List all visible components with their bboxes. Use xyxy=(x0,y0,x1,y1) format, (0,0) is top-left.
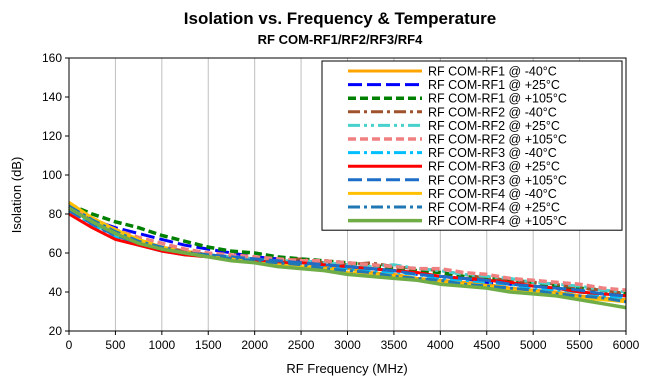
x-tick-label: 4500 xyxy=(473,338,500,352)
y-axis-label: Isolation (dB) xyxy=(9,157,24,234)
x-tick-label: 5500 xyxy=(566,338,593,352)
x-tick-label: 2500 xyxy=(288,338,315,352)
x-tick-label: 4000 xyxy=(427,338,454,352)
legend-label: RF COM-RF3 @ -40°C xyxy=(428,146,557,160)
series-layer xyxy=(68,201,627,310)
legend-label: RF COM-RF4 @ +25°C xyxy=(428,201,560,215)
legend-label: RF COM-RF2 @ +25°C xyxy=(428,119,560,133)
series-line-11 xyxy=(68,204,627,304)
series-line-6 xyxy=(68,204,627,292)
legend-label: RF COM-RF4 @ -40°C xyxy=(428,187,557,201)
x-axis-ticks: 0 500 1000 1500 2000 2500 3000 3500 4000 4500 5000… xyxy=(66,331,640,352)
legend-label: RF COM-RF1 @ -40°C xyxy=(428,65,557,79)
legend-label: RF COM-RF2 @ +105°C xyxy=(428,133,567,147)
legend: RF COM-RF1 @ -40°CRF COM-RF1 @ +25°CRF C… xyxy=(321,60,623,231)
y-tick-label: 160 xyxy=(42,51,62,65)
series-line-12 xyxy=(68,206,627,310)
y-axis-ticks: 20 40 60 80 100 120 140 160 xyxy=(42,51,69,338)
legend-label: RF COM-RF3 @ +105°C xyxy=(428,173,567,187)
legend-label: RF COM-RF4 @ +105°C xyxy=(428,214,567,228)
x-tick-label: 500 xyxy=(105,338,125,352)
y-tick-label: 60 xyxy=(49,246,63,260)
y-tick-label: 100 xyxy=(42,168,62,182)
legend-label: RF COM-RF1 @ +105°C xyxy=(428,92,567,106)
x-tick-label: 3500 xyxy=(381,338,408,352)
legend-label: RF COM-RF2 @ -40°C xyxy=(428,105,557,119)
y-tick-label: 40 xyxy=(49,285,63,299)
y-tick-label: 120 xyxy=(42,129,62,143)
x-tick-label: 6000 xyxy=(613,338,640,352)
x-tick-label: 3000 xyxy=(334,338,361,352)
x-tick-label: 5000 xyxy=(520,338,547,352)
y-tick-label: 80 xyxy=(49,207,63,221)
legend-label: RF COM-RF1 @ +25°C xyxy=(428,78,560,92)
x-tick-label: 2000 xyxy=(241,338,268,352)
chart-subtitle: RF COM-RF1/RF2/RF3/RF4 xyxy=(258,32,423,47)
x-tick-label: 1500 xyxy=(195,338,222,352)
y-tick-label: 20 xyxy=(49,324,63,338)
chart-title: Isolation vs. Frequency & Temperature xyxy=(184,9,496,28)
x-tick-label: 0 xyxy=(66,338,73,352)
y-tick-label: 140 xyxy=(42,90,62,104)
legend-label: RF COM-RF3 @ +25°C xyxy=(428,160,560,174)
x-axis-label: RF Frequency (MHz) xyxy=(286,361,407,376)
x-tick-label: 1000 xyxy=(148,338,175,352)
legend-box xyxy=(321,60,623,231)
